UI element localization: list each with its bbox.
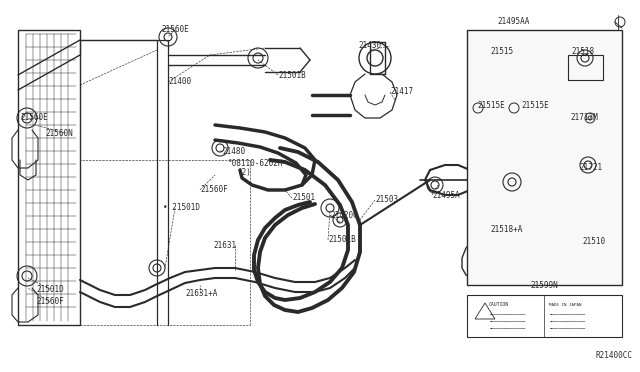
- Text: 21560F: 21560F: [200, 186, 228, 195]
- Text: (2): (2): [237, 169, 251, 177]
- Bar: [467, 295, 622, 337]
- Text: 21560F: 21560F: [36, 298, 64, 307]
- Text: 21503: 21503: [375, 196, 398, 205]
- Text: CAUTION: CAUTION: [489, 302, 509, 308]
- Text: 21417: 21417: [390, 87, 413, 96]
- Text: 21631+A: 21631+A: [185, 289, 218, 298]
- Text: 21480: 21480: [222, 148, 245, 157]
- Text: 21518: 21518: [571, 48, 594, 57]
- Bar: [568, 55, 603, 80]
- Text: MADE IN JAPAN: MADE IN JAPAN: [549, 303, 582, 307]
- Text: ─────────────────: ─────────────────: [489, 327, 525, 331]
- Text: ─────────────────: ─────────────────: [549, 320, 585, 324]
- Text: 21518+A: 21518+A: [490, 225, 522, 234]
- Text: 21510: 21510: [582, 237, 605, 247]
- Text: 21599N: 21599N: [530, 280, 557, 289]
- Text: ─────────────────: ─────────────────: [489, 313, 525, 317]
- Text: 21400: 21400: [168, 77, 191, 87]
- Text: 21501D: 21501D: [36, 285, 64, 294]
- Text: ─────────────────: ─────────────────: [489, 320, 525, 324]
- Bar: [467, 30, 622, 285]
- Text: 21560N: 21560N: [45, 128, 73, 138]
- Text: ─────────────────: ─────────────────: [549, 313, 585, 317]
- Text: 21721: 21721: [579, 164, 602, 173]
- Text: 21712M: 21712M: [570, 113, 598, 122]
- Text: 21495AA: 21495AA: [497, 17, 529, 26]
- Text: R21400CC: R21400CC: [595, 350, 632, 359]
- Text: 21515: 21515: [490, 48, 513, 57]
- Text: 21501B: 21501B: [328, 235, 356, 244]
- Text: 21515E: 21515E: [477, 100, 505, 109]
- Text: 21560E: 21560E: [20, 113, 48, 122]
- Text: • 21501D: • 21501D: [163, 203, 200, 212]
- Text: 21515E: 21515E: [521, 100, 548, 109]
- Text: 21501B: 21501B: [278, 71, 306, 80]
- Text: ─────────────────: ─────────────────: [549, 327, 585, 331]
- Text: 21631: 21631: [213, 241, 236, 250]
- Text: 21495A: 21495A: [432, 190, 460, 199]
- Text: °08110-6202H: °08110-6202H: [228, 158, 284, 167]
- Text: 21420G: 21420G: [330, 211, 358, 219]
- Bar: [18, 30, 80, 325]
- Text: 21501: 21501: [292, 193, 315, 202]
- Text: 21430: 21430: [358, 42, 381, 51]
- Text: 21560E: 21560E: [161, 26, 189, 35]
